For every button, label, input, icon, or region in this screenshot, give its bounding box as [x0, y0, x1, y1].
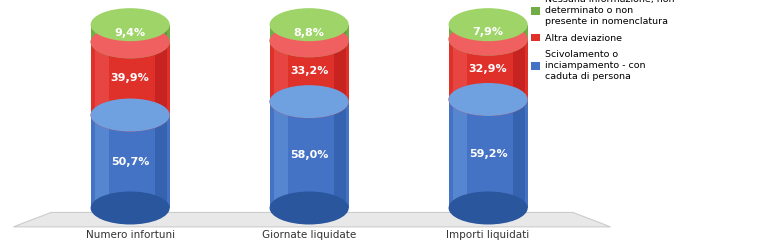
Text: 7,9%: 7,9%: [473, 27, 504, 37]
Bar: [335, 25, 346, 41]
Text: 50,7%: 50,7%: [111, 156, 149, 167]
Ellipse shape: [270, 24, 348, 57]
Bar: [95, 25, 108, 42]
Ellipse shape: [91, 99, 170, 132]
Ellipse shape: [270, 8, 348, 41]
Bar: [95, 115, 108, 208]
Bar: [91, 25, 170, 42]
Bar: [452, 99, 467, 208]
Text: 33,2%: 33,2%: [290, 66, 328, 76]
Bar: [95, 42, 108, 115]
Ellipse shape: [91, 99, 170, 132]
Bar: [448, 99, 528, 208]
Ellipse shape: [91, 8, 170, 41]
Bar: [452, 39, 467, 99]
Ellipse shape: [448, 23, 528, 56]
Ellipse shape: [91, 25, 170, 58]
Bar: [514, 99, 525, 208]
Bar: [155, 25, 168, 42]
Bar: [274, 41, 288, 102]
Bar: [270, 25, 348, 41]
Text: Giornate liquidate: Giornate liquidate: [262, 230, 356, 240]
Ellipse shape: [270, 85, 348, 118]
Bar: [270, 102, 348, 208]
Text: Numero infortuni: Numero infortuni: [85, 230, 175, 240]
Bar: [335, 102, 346, 208]
Bar: [514, 39, 525, 99]
Text: 8,8%: 8,8%: [294, 28, 325, 38]
Ellipse shape: [91, 191, 170, 225]
Text: Importi liquidati: Importi liquidati: [447, 230, 530, 240]
Ellipse shape: [448, 8, 528, 41]
Bar: [274, 102, 288, 208]
Bar: [274, 25, 288, 41]
Ellipse shape: [270, 191, 348, 225]
Bar: [155, 42, 168, 115]
Bar: [514, 25, 525, 39]
Bar: [91, 115, 170, 208]
Bar: [91, 42, 170, 115]
Text: 59,2%: 59,2%: [469, 149, 508, 159]
Ellipse shape: [448, 83, 528, 116]
Ellipse shape: [448, 23, 528, 56]
Text: 32,9%: 32,9%: [469, 64, 508, 74]
Bar: [448, 39, 528, 99]
Ellipse shape: [448, 83, 528, 116]
Bar: [452, 25, 467, 39]
Ellipse shape: [91, 25, 170, 58]
Bar: [270, 41, 348, 102]
Text: 9,4%: 9,4%: [115, 28, 145, 38]
Text: 58,0%: 58,0%: [290, 150, 328, 160]
Ellipse shape: [270, 24, 348, 57]
Ellipse shape: [448, 191, 528, 225]
Bar: [155, 115, 168, 208]
Bar: [448, 25, 528, 39]
Bar: [335, 41, 346, 102]
Legend: Nessuna informazione, non
determinato o non
presente in nomenclatura, Altra devi: Nessuna informazione, non determinato o …: [531, 0, 674, 81]
Text: 39,9%: 39,9%: [111, 74, 149, 83]
Polygon shape: [13, 213, 611, 227]
Ellipse shape: [270, 85, 348, 118]
